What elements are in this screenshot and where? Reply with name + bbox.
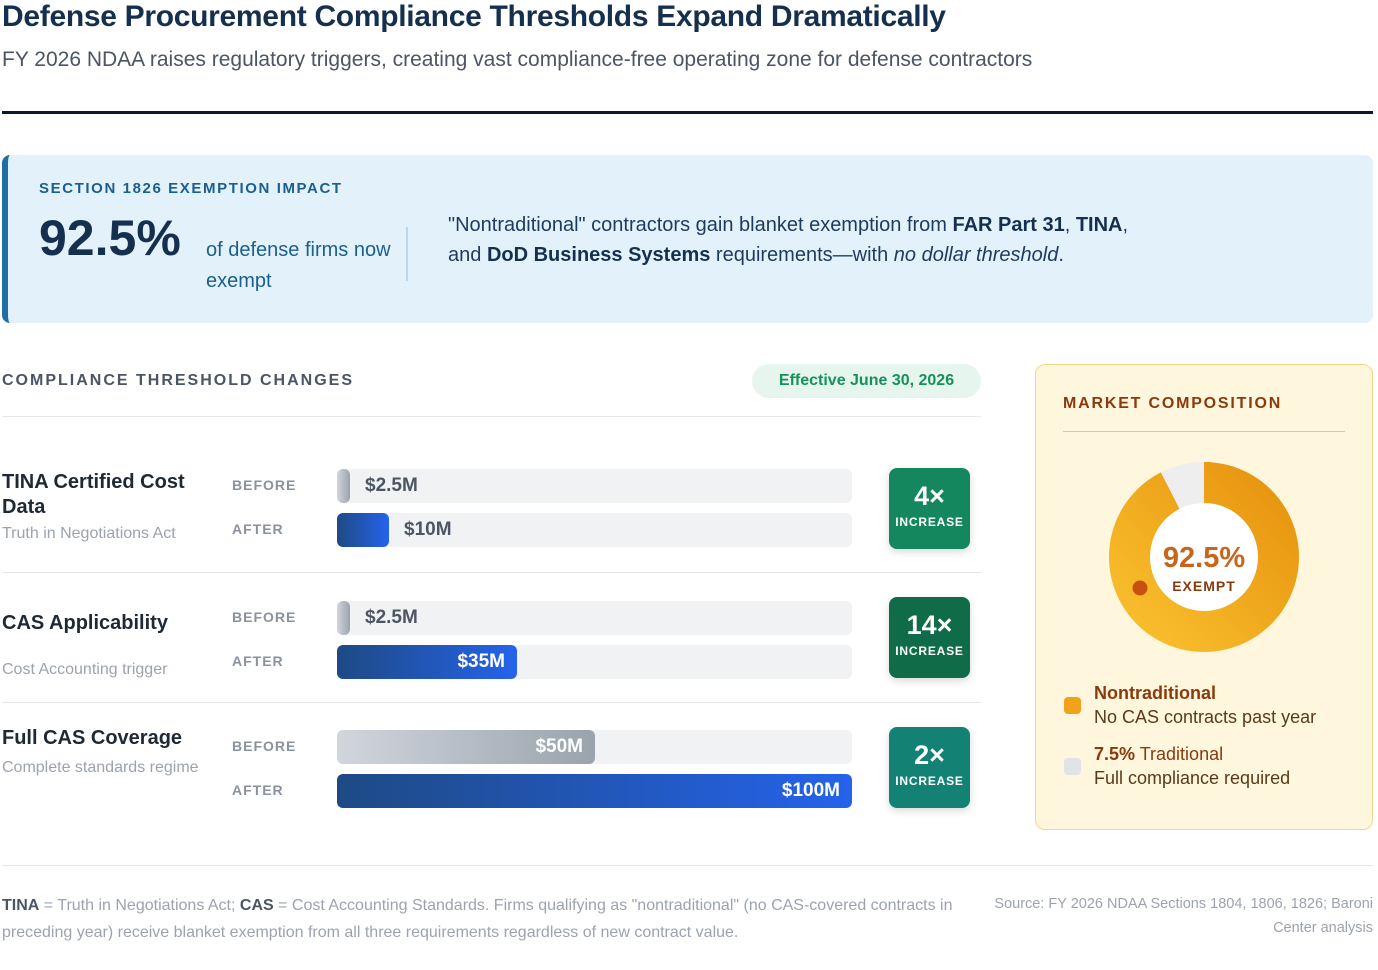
effective-date-badge: Effective June 30, 2026 bbox=[752, 364, 981, 398]
before-label: BEFORE bbox=[232, 477, 297, 493]
row-title: Full CAS Coverage bbox=[2, 727, 183, 749]
after-label: AFTER bbox=[232, 521, 284, 537]
bar-track: $10M bbox=[337, 513, 852, 547]
multiplier-badge: 4× INCREASE bbox=[889, 468, 970, 549]
impact-divider bbox=[406, 227, 408, 281]
legend-traditional-desc: Full compliance required bbox=[1094, 768, 1291, 788]
impact-callout: SECTION 1826 EXEMPTION IMPACT 92.5% of d… bbox=[2, 155, 1373, 323]
bar-before bbox=[337, 601, 350, 635]
bar-track: $50M bbox=[337, 730, 852, 764]
market-title: MARKET COMPOSITION bbox=[1063, 395, 1283, 412]
donut-marker-dot bbox=[1132, 580, 1148, 596]
bar-value-label: $10M bbox=[404, 519, 452, 540]
donut-center-label: EXEMPT bbox=[1172, 578, 1236, 594]
row-subtitle: Complete standards regime bbox=[2, 759, 199, 776]
before-label: BEFORE bbox=[232, 609, 297, 625]
page-title: Defense Procurement Compliance Threshold… bbox=[2, 0, 946, 33]
bar-value-label: $50M bbox=[535, 736, 583, 757]
multiplier-value: 2× bbox=[914, 740, 945, 770]
multiplier-badge: 14× INCREASE bbox=[889, 597, 970, 678]
footer-source: Source: FY 2026 NDAA Sections 1804, 1806… bbox=[994, 896, 1373, 936]
multiplier-label: INCREASE bbox=[895, 515, 964, 529]
bar-value-label: $2.5M bbox=[365, 475, 418, 496]
row-divider bbox=[2, 572, 981, 573]
bar-after bbox=[337, 774, 852, 808]
bar-after bbox=[337, 513, 389, 547]
multiplier-badge: 2× INCREASE bbox=[889, 727, 970, 808]
impact-big-value: 92.5% bbox=[39, 210, 181, 266]
after-label: AFTER bbox=[232, 782, 284, 798]
bar-track: $100M bbox=[337, 774, 852, 808]
bar-track: $35M bbox=[337, 645, 852, 679]
market-donut-chart: 92.5% EXEMPT bbox=[1108, 462, 1299, 652]
header-rule bbox=[2, 111, 1373, 114]
bar-value-label: $100M bbox=[781, 780, 840, 801]
legend-swatch-traditional bbox=[1064, 758, 1081, 775]
multiplier-value: 14× bbox=[906, 610, 953, 640]
legend-swatch-nontraditional bbox=[1064, 697, 1081, 714]
bar-track: $2.5M bbox=[337, 601, 852, 635]
bar-before bbox=[337, 730, 595, 764]
bar-value-label: $2.5M bbox=[365, 607, 418, 628]
threshold-section-heading: COMPLIANCE THRESHOLD CHANGES bbox=[2, 372, 355, 389]
bar-before bbox=[337, 469, 350, 503]
footer-rule bbox=[2, 865, 1373, 866]
footer-note: TINA = Truth in Negotiations Act; CAS = … bbox=[2, 897, 953, 941]
impact-description: "Nontraditional" contractors gain blanke… bbox=[448, 214, 1129, 266]
legend-nontraditional-name: Nontraditional bbox=[1094, 683, 1216, 703]
page-subtitle: FY 2026 NDAA raises regulatory triggers,… bbox=[2, 48, 1033, 71]
multiplier-value: 4× bbox=[914, 481, 945, 511]
row-subtitle: Truth in Negotiations Act bbox=[2, 525, 176, 542]
market-composition-panel: MARKET COMPOSITION 92.5% EXEMPT Nontradi… bbox=[1035, 364, 1373, 830]
legend-traditional-name: 7.5% Traditional bbox=[1094, 744, 1224, 764]
impact-label: SECTION 1826 EXEMPTION IMPACT bbox=[39, 180, 343, 197]
row-subtitle: Cost Accounting trigger bbox=[2, 661, 168, 678]
market-divider bbox=[1063, 431, 1345, 432]
multiplier-label: INCREASE bbox=[895, 644, 964, 658]
section-divider bbox=[2, 416, 981, 417]
row-title: CAS Applicability bbox=[2, 612, 168, 634]
donut-center-value: 92.5% bbox=[1163, 542, 1245, 574]
donut-hole bbox=[1150, 503, 1258, 611]
row-divider bbox=[2, 702, 981, 703]
multiplier-label: INCREASE bbox=[895, 774, 964, 788]
legend-nontraditional-desc: No CAS contracts past year bbox=[1094, 707, 1317, 727]
row-title: TINA Certified Cost Data bbox=[2, 471, 185, 518]
impact-firms-text: of defense firms now exempt bbox=[206, 239, 391, 292]
after-label: AFTER bbox=[232, 653, 284, 669]
bar-track: $2.5M bbox=[337, 469, 852, 503]
bar-value-label: $35M bbox=[457, 651, 505, 672]
before-label: BEFORE bbox=[232, 738, 297, 754]
bar-after bbox=[337, 645, 517, 679]
